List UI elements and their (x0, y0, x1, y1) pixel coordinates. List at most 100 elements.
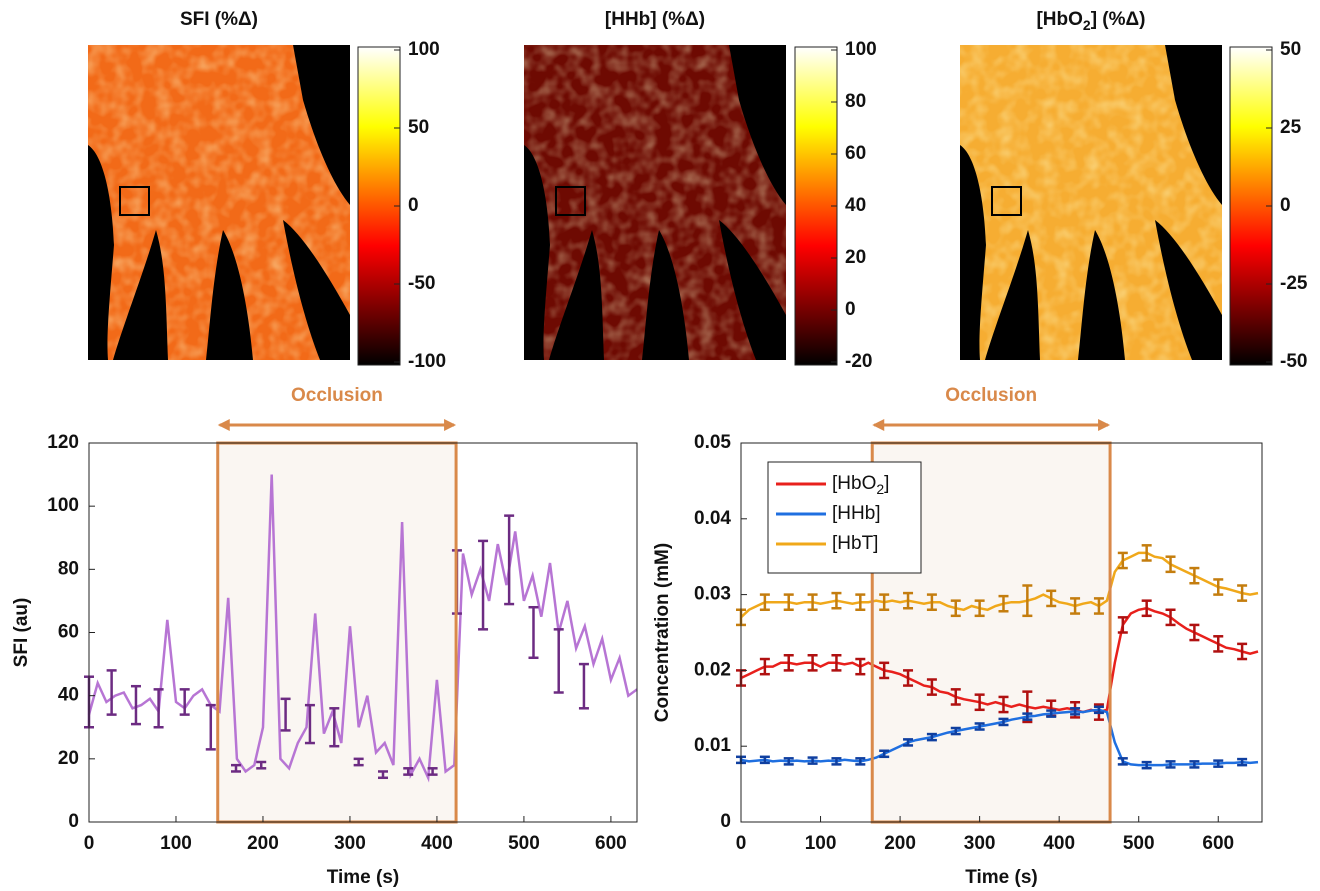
y-tick-label: 0.05 (694, 432, 731, 453)
error-bar (903, 669, 914, 687)
error-bar (759, 593, 770, 612)
error-bar (1117, 616, 1128, 634)
error-bar (106, 669, 117, 716)
error-bar (926, 678, 937, 696)
colorbar-tick-label: 0 (1280, 195, 1291, 216)
y-tick-label: 100 (47, 495, 79, 516)
error-bar (1046, 709, 1057, 718)
colorbar-tick-label: -20 (845, 351, 872, 372)
error-bar (1237, 584, 1248, 602)
x-axis-label: Time (s) (327, 867, 400, 888)
x-tick-label: 100 (805, 833, 837, 854)
error-bar (378, 770, 389, 780)
y-axis-label: SFI (au) (11, 598, 32, 668)
legend-box (767, 461, 922, 574)
error-bar (179, 688, 190, 716)
error-bar (903, 738, 914, 747)
error-bar (1022, 712, 1033, 721)
error-bar (1189, 566, 1200, 585)
error-bar (998, 594, 1009, 613)
error-bar (1165, 608, 1176, 627)
error-bar (1237, 757, 1248, 767)
axes-box (740, 442, 1263, 823)
x-tick-label: 200 (247, 833, 279, 854)
colorbar-tick-label: -25 (1280, 273, 1308, 294)
error-bar (153, 688, 164, 729)
error-bar (1189, 760, 1200, 769)
x-axis-label: Time (s) (965, 867, 1038, 888)
y-tick-label: 80 (58, 558, 79, 579)
colorbar-tick-label: -50 (408, 273, 435, 294)
error-bar (974, 599, 985, 618)
y-tick-label: 0.01 (694, 735, 731, 756)
y-tick-label: 0 (720, 811, 731, 832)
error-bar (974, 693, 985, 712)
error-bar (1165, 555, 1176, 574)
error-bar (950, 599, 961, 618)
error-bar (205, 703, 216, 751)
y-tick-label: 0.04 (694, 508, 731, 529)
error-bar (1093, 705, 1104, 715)
error-bar (831, 653, 842, 672)
error-bar (855, 757, 866, 766)
text-part: [HbO (832, 473, 876, 494)
error-bar (926, 732, 937, 742)
x-tick-label: 0 (736, 833, 747, 854)
occlusion-shade (217, 443, 457, 822)
x-tick-label: 400 (421, 833, 453, 854)
legend-label: [HbT] (832, 533, 878, 554)
error-bar (353, 757, 364, 767)
colorbar-tick-label: 80 (845, 91, 866, 112)
arrow-head (444, 419, 457, 431)
error-bar (879, 749, 890, 759)
error-bar (1093, 597, 1104, 615)
error-bar (974, 722, 985, 731)
series-line (740, 606, 1259, 714)
y-tick-label: 60 (58, 622, 79, 643)
error-bar (879, 593, 890, 612)
roi-box (991, 186, 1022, 216)
error-bar (759, 755, 770, 765)
arrow-head (872, 419, 885, 431)
x-tick-label: 200 (884, 833, 916, 854)
error-bar (998, 717, 1009, 727)
error-bar (1117, 551, 1128, 570)
x-tick-label: 500 (1123, 833, 1155, 854)
series-line (740, 708, 1259, 767)
y-tick-label: 0.02 (694, 659, 731, 680)
y-tick-label: 0 (68, 811, 79, 832)
x-tick-label: 0 (84, 833, 95, 854)
occlusion-label: Occlusion (291, 385, 383, 406)
colorbar (1229, 46, 1273, 366)
colorbar-tick-label: 0 (845, 299, 856, 320)
heatmap-title: [HbO2] (%Δ) (1036, 9, 1145, 33)
error-bar (855, 657, 866, 676)
y-tick-label: 20 (58, 748, 79, 769)
roi-box (555, 186, 586, 216)
error-bar (504, 514, 515, 606)
y-axis-label: Concentration (mM) (652, 543, 673, 722)
error-bar (783, 593, 794, 612)
colorbar-tick-label: 100 (408, 39, 440, 60)
legend-label: [HbO2] (832, 473, 889, 497)
error-bar (1189, 623, 1200, 642)
y-tick-label: 0.03 (694, 584, 731, 605)
heatmap-title: SFI (%Δ) (180, 9, 258, 30)
error-bar (879, 661, 890, 680)
colorbar-tick-label: -50 (1280, 351, 1307, 372)
text-part: ] (884, 473, 889, 494)
error-bar (807, 593, 818, 612)
error-bar (759, 657, 770, 676)
error-bar (329, 707, 340, 748)
text-part: ] (%Δ) (1091, 9, 1146, 30)
error-bar (831, 757, 842, 766)
error-bar (553, 628, 564, 694)
series-line (87, 474, 638, 783)
legend-label: [HHb] (832, 503, 881, 524)
error-bar (304, 703, 315, 745)
colorbar-tick-label: 60 (845, 143, 866, 164)
error-bar (256, 760, 267, 770)
error-bar (783, 757, 794, 766)
x-tick-label: 400 (1043, 833, 1075, 854)
error-bar (1070, 597, 1081, 615)
